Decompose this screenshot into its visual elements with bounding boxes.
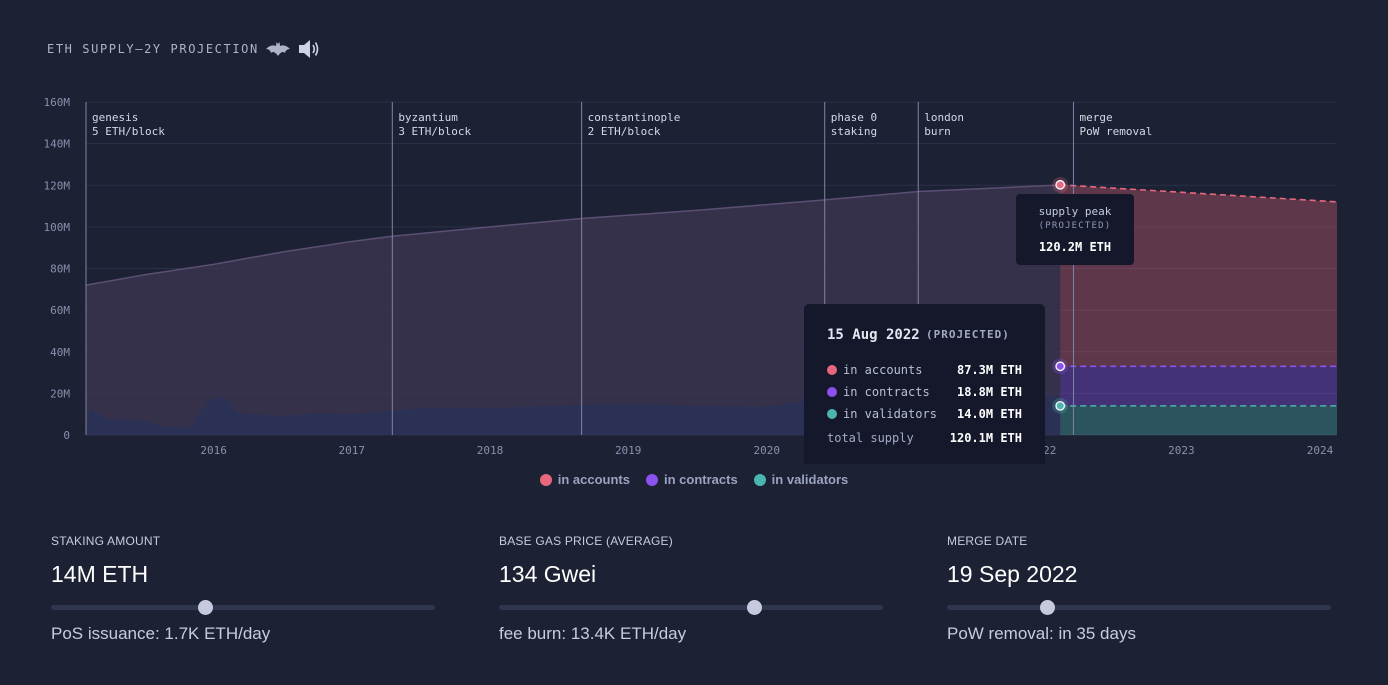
- staking-amount-label: STAKING AMOUNT: [51, 534, 161, 548]
- x-tick-label: 2020: [754, 444, 781, 457]
- y-axis: 0 20M 40M 60M 80M 100M 120M 140M 160M: [44, 96, 71, 442]
- supply-peak-tooltip: supply peak (PROJECTED) 120.2M ETH: [1016, 194, 1134, 265]
- bat-icon[interactable]: [265, 41, 291, 57]
- tooltip-total-label: total supply: [827, 431, 914, 445]
- chart-legend: in accounts in contracts in validators: [0, 472, 1388, 487]
- peak-tooltip-value: 120.2M ETH: [1038, 240, 1112, 254]
- tooltip-row-total: total supply 120.1M ETH: [827, 431, 1022, 447]
- legend-item-validators[interactable]: in validators: [753, 472, 849, 487]
- tooltip-row-value: 14.0M ETH: [956, 407, 1022, 421]
- milestone-name: london: [924, 111, 964, 124]
- x-tick-label: 2024: [1307, 444, 1334, 457]
- tooltip-row-value: 18.8M ETH: [956, 385, 1022, 399]
- x-tick-label: 2016: [200, 444, 227, 457]
- validators-dot: [753, 473, 766, 486]
- milestone-name: phase 0: [831, 111, 877, 124]
- milestone-detail: 3 ETH/block: [398, 125, 471, 138]
- milestone-name: merge: [1079, 111, 1112, 124]
- slider-thumb[interactable]: [747, 600, 763, 615]
- chart-title: ETH SUPPLY—2Y PROJECTION: [47, 42, 259, 56]
- accounts-dot: [827, 365, 837, 375]
- projected-contracts-area: [1060, 366, 1337, 406]
- base-gas-price-label: BASE GAS PRICE (AVERAGE): [499, 534, 673, 548]
- x-tick-label: 2019: [615, 444, 642, 457]
- y-tick-label: 40M: [50, 346, 70, 359]
- date-tooltip: 15 Aug 2022 (PROJECTED) in accounts 87.3…: [804, 304, 1045, 464]
- x-tick-label: 2017: [339, 444, 366, 457]
- base-gas-price-control: BASE GAS PRICE (AVERAGE) 134 Gwei fee bu…: [499, 534, 883, 644]
- legend-item-contracts[interactable]: in contracts: [645, 472, 738, 487]
- merge-date-control: MERGE DATE 19 Sep 2022 PoW removal: in 3…: [947, 534, 1331, 644]
- date-tooltip-projected: (PROJECTED): [926, 328, 1010, 341]
- date-tooltip-date: 15 Aug 2022: [827, 327, 920, 343]
- x-tick-label: 2023: [1168, 444, 1195, 457]
- tooltip-row-label: in contracts: [843, 385, 930, 399]
- peak-tooltip-label: supply peak: [1038, 205, 1112, 218]
- milestone-detail: burn: [924, 125, 951, 138]
- milestone-detail: 5 ETH/block: [92, 125, 165, 138]
- y-tick-label: 80M: [50, 263, 70, 276]
- fee-burn-note: fee burn: 13.4K ETH/day: [499, 624, 687, 643]
- chart-header: ETH SUPPLY—2Y PROJECTION: [47, 38, 321, 60]
- y-tick-label: 160M: [44, 96, 71, 109]
- y-tick-label: 60M: [50, 304, 70, 317]
- base-gas-price-slider[interactable]: [499, 600, 883, 615]
- staking-amount-slider[interactable]: [51, 600, 435, 615]
- y-tick-label: 140M: [44, 138, 71, 151]
- validators-marker: [1055, 400, 1066, 411]
- contracts-dot: [827, 387, 837, 397]
- legend-label: in validators: [771, 472, 849, 487]
- projected-accounts-line: [1060, 184, 1338, 203]
- tooltip-row-label: in validators: [843, 407, 937, 421]
- contracts-marker: [1055, 361, 1066, 372]
- base-gas-price-value: 134 Gwei: [499, 561, 597, 587]
- y-tick-label: 0: [63, 429, 70, 442]
- x-axis: 201620172018201920202021202220232024: [200, 444, 1333, 457]
- tooltip-row-contracts: in contracts 18.8M ETH: [827, 385, 1022, 401]
- slider-thumb[interactable]: [1039, 600, 1055, 615]
- chart-areas: [85, 184, 1338, 435]
- merge-date-value: 19 Sep 2022: [947, 561, 1078, 587]
- x-tick-label: 2018: [477, 444, 504, 457]
- staking-amount-control: STAKING AMOUNT 14M ETH PoS issuance: 1.7…: [51, 534, 435, 644]
- projected-validators-area: [1060, 405, 1337, 435]
- milestone-detail: 2 ETH/block: [588, 125, 661, 138]
- pos-issuance-note: PoS issuance: 1.7K ETH/day: [51, 624, 271, 643]
- slider-thumb[interactable]: [197, 600, 213, 615]
- total-supply-line: [85, 184, 1061, 286]
- tooltip-row-label: in accounts: [843, 363, 923, 377]
- pow-removal-note: PoW removal: in 35 days: [947, 624, 1136, 643]
- milestone-detail: staking: [831, 125, 877, 138]
- y-tick-label: 100M: [44, 221, 71, 234]
- tooltip-total-value: 120.1M ETH: [949, 431, 1022, 445]
- speaker-icon[interactable]: [297, 38, 321, 60]
- validators-dot: [827, 409, 837, 419]
- y-tick-label: 20M: [50, 387, 70, 400]
- staking-amount-value: 14M ETH: [51, 561, 149, 587]
- tooltip-row-validators: in validators 14.0M ETH: [827, 407, 1022, 423]
- contracts-dot: [645, 473, 658, 486]
- legend-label: in accounts: [557, 472, 630, 487]
- peak-marker: [1055, 179, 1066, 190]
- y-tick-label: 120M: [44, 179, 71, 192]
- milestone-name: genesis: [92, 111, 138, 124]
- milestone-name: byzantium: [398, 111, 458, 124]
- legend-label: in contracts: [663, 472, 738, 487]
- peak-tooltip-projected: (PROJECTED): [1038, 221, 1112, 231]
- milestone-detail: PoW removal: [1079, 125, 1152, 138]
- tooltip-row-value: 87.3M ETH: [956, 363, 1022, 377]
- chart-markers: [1052, 176, 1069, 414]
- merge-date-label: MERGE DATE: [947, 534, 1028, 548]
- legend-item-accounts[interactable]: in accounts: [539, 472, 630, 487]
- merge-date-slider[interactable]: [947, 600, 1331, 615]
- milestone-name: constantinople: [588, 111, 681, 124]
- tooltip-row-accounts: in accounts 87.3M ETH: [827, 363, 1022, 379]
- accounts-dot: [539, 473, 552, 486]
